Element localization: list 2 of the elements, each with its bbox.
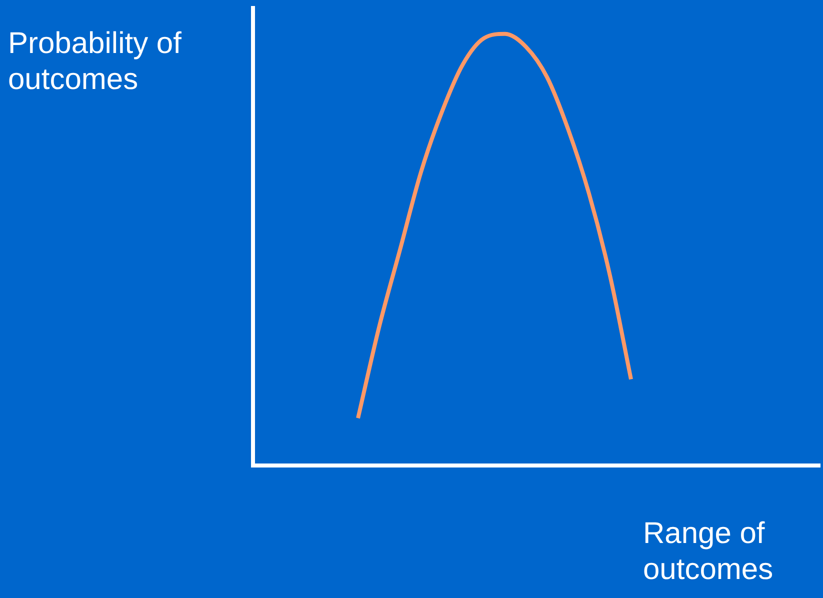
x-axis-title: Range of outcomes bbox=[643, 516, 774, 588]
y-axis-title: Probability of outcomes bbox=[8, 26, 182, 98]
